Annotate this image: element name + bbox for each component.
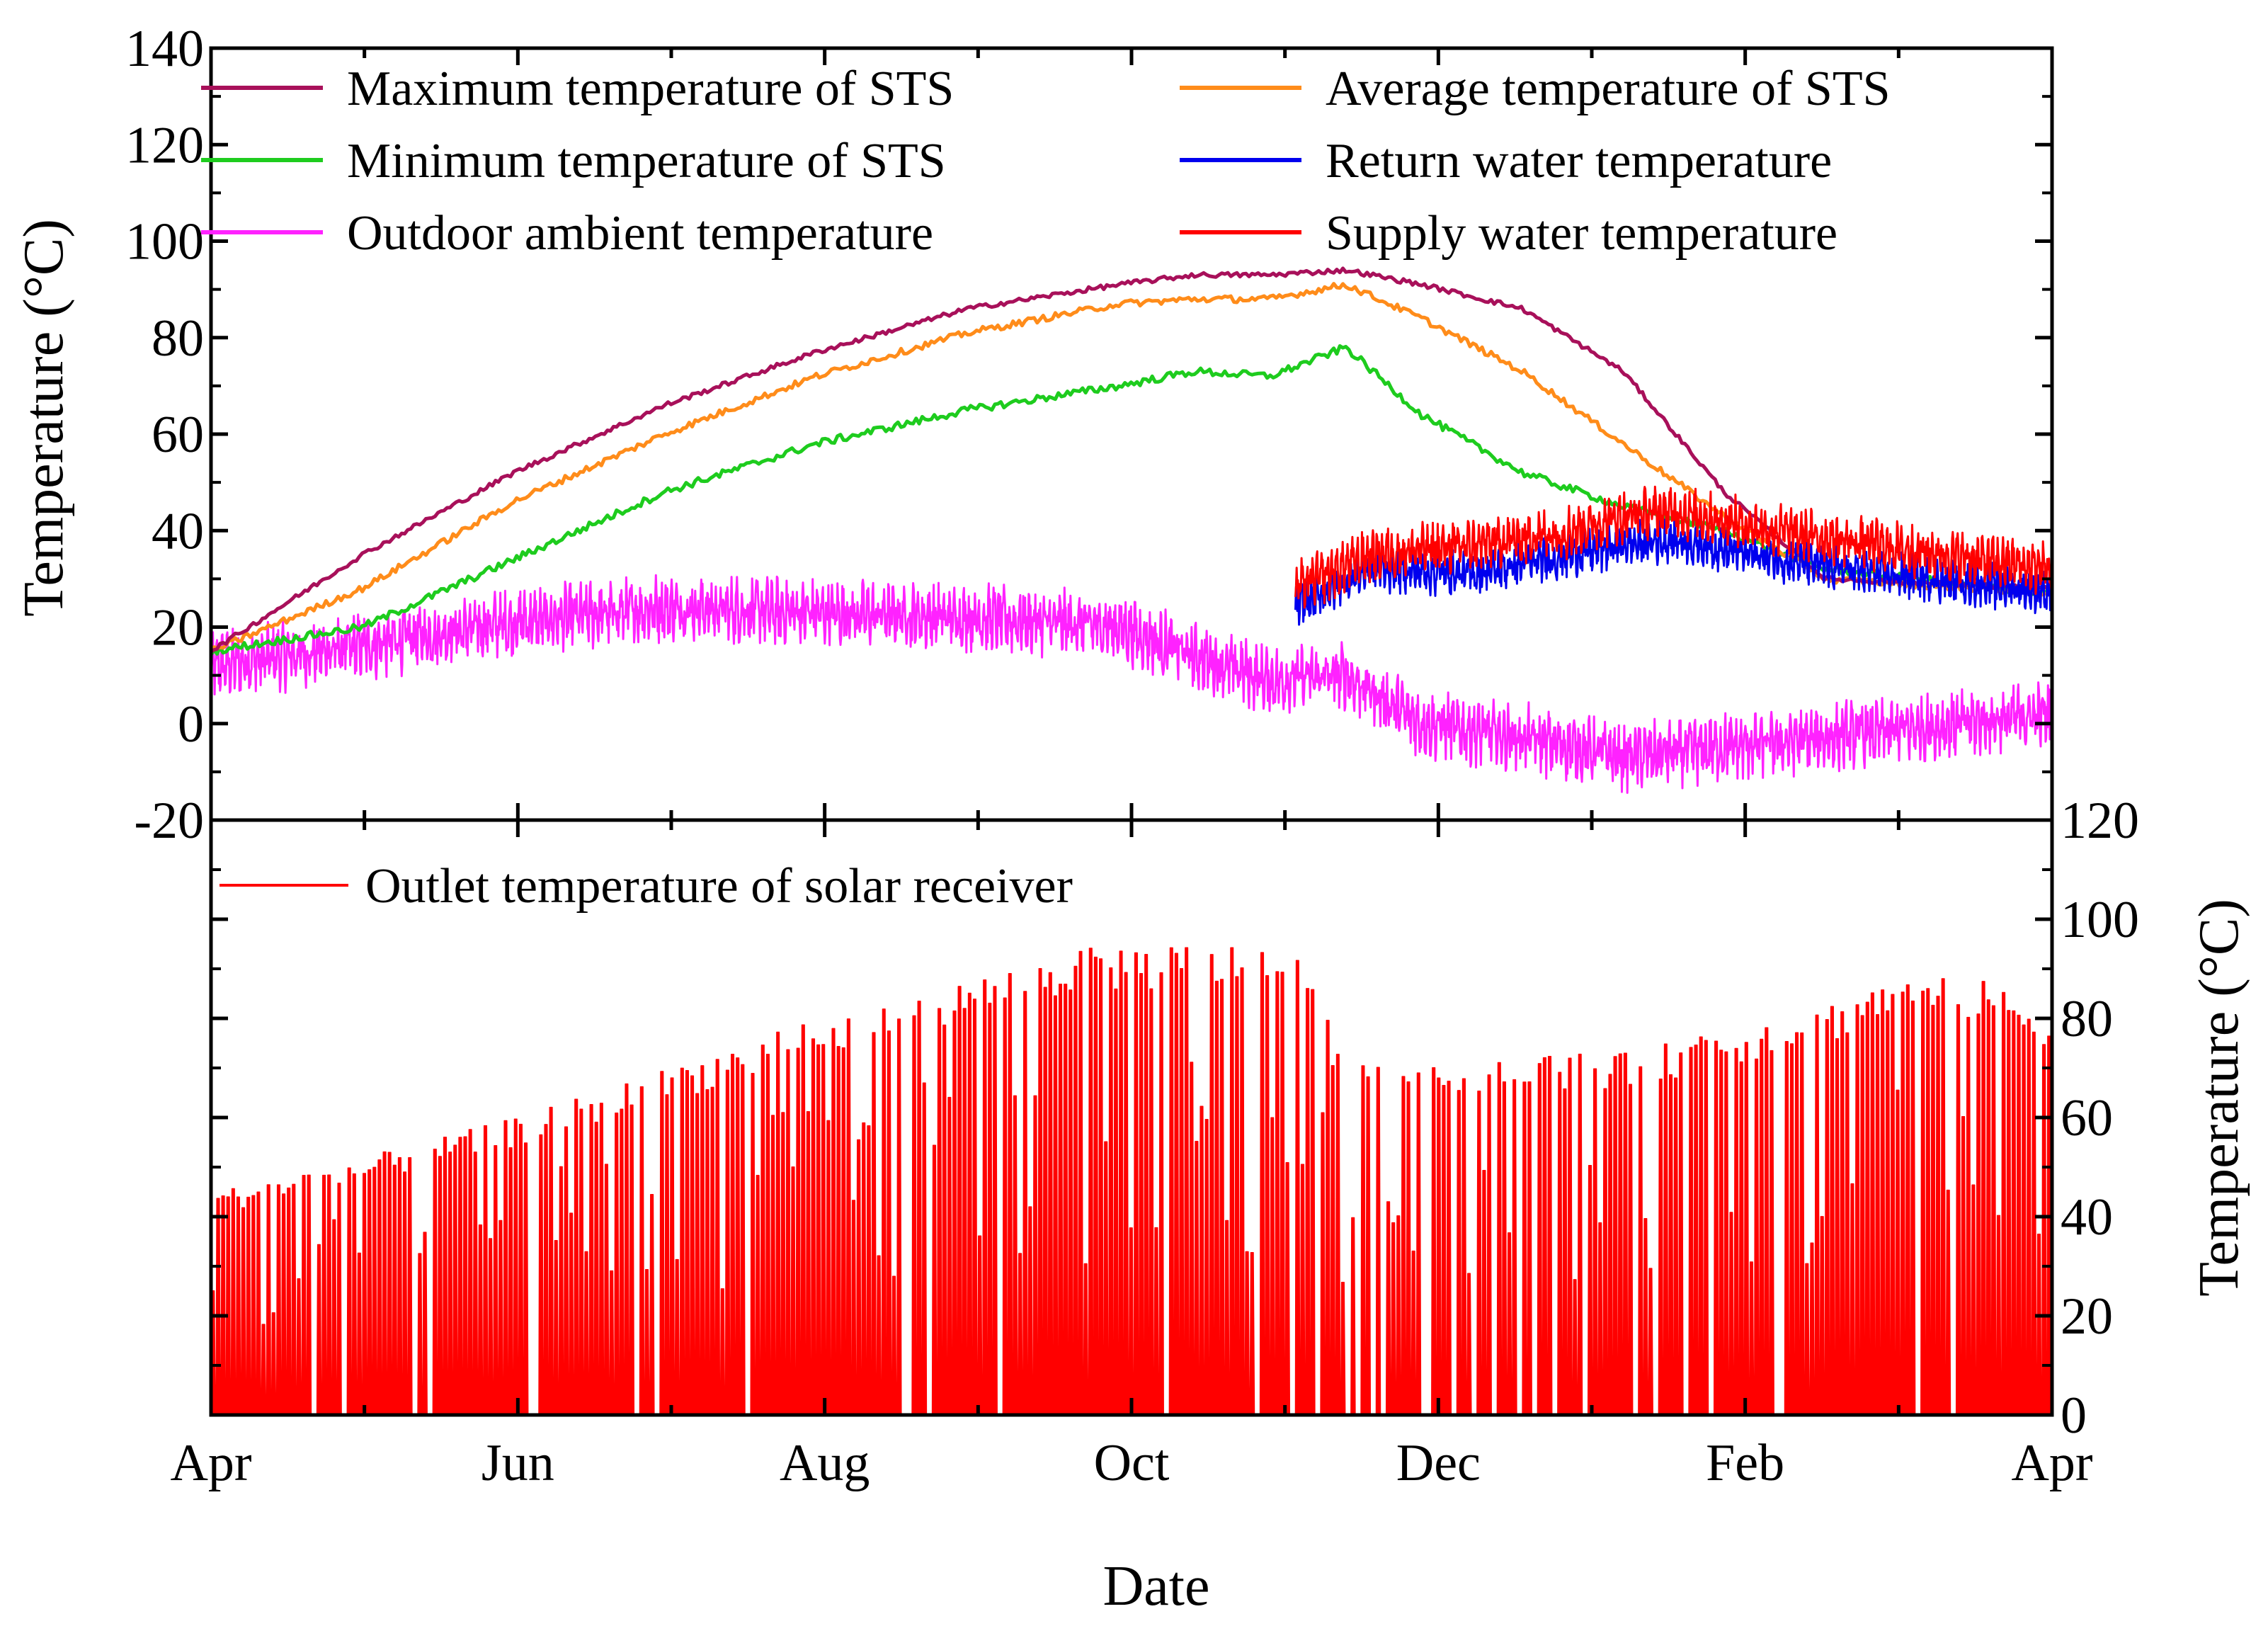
series-line-4 [210,574,2053,794]
lower-y-axis-label: Temperature (°C) [2188,899,2250,1297]
upper-y-tick-label-8: 140 [125,20,204,78]
series-line-0 [210,266,2052,654]
lower-y-tick-label-5: 100 [2061,891,2139,949]
legend-label-0: Maximum temperature of STS [347,62,954,116]
upper-y-tick-label-5: 80 [152,309,204,368]
upper-y-tick-label-4: 60 [152,406,204,464]
upper-y-tick-label-6: 100 [125,213,204,271]
x-axis-label: Date [1102,1555,1209,1618]
x-tick-label-4: Dec [1396,1434,1481,1492]
lower-y-tick-label-2: 40 [2061,1188,2113,1246]
axis-ticks: -20 0 20 40 60 80 100 120 140 0 20 40 60 80 100 120 Apr J… [125,20,2139,1492]
upper-y-tick-label-7: 120 [125,116,204,174]
x-tick-label-5: Feb [1706,1434,1784,1492]
legend-label-solar: Outlet temperature of solar receiver [365,859,1073,914]
legend-label-4: Outdoor ambient temperature [347,206,933,261]
series-line-3 [1294,515,2053,626]
upper-y-tick-label-2: 20 [152,599,204,657]
lower-y-tick-label-6: 120 [2061,792,2139,850]
upper-y-axis-label: Temperature (°C) [13,219,75,617]
solar-outlet-series [210,947,2052,1416]
upper-y-tick-label-0: -20 [134,792,204,850]
legend-label-3: Return water temperature [1326,134,1832,188]
lower-y-tick-label-4: 80 [2061,990,2113,1048]
lower-y-tick-label-1: 20 [2061,1287,2113,1346]
legend-label-2: Minimum temperature of STS [347,134,946,188]
x-tick-label-0: Apr [170,1434,251,1492]
lower-y-tick-label-0: 0 [2061,1387,2087,1445]
series-line-5 [1294,485,2053,609]
x-tick-label-2: Aug [780,1434,870,1492]
x-tick-label-6: Apr [2011,1434,2092,1492]
x-tick-label-3: Oct [1094,1434,1170,1492]
upper-y-tick-label-3: 40 [152,502,204,560]
lower-y-tick-label-3: 60 [2061,1089,2113,1147]
x-tick-label-1: Jun [481,1434,554,1492]
upper-panel-series [209,266,2053,794]
legend-label-5: Supply water temperature [1326,206,1837,261]
series-line-1 [210,282,2053,652]
legend-label-1: Average temperature of STS [1326,62,1891,116]
solar-outlet-spikes [210,947,2052,1416]
upper-y-tick-label-1: 0 [178,695,204,754]
legends: Maximum temperature of STS Average temper… [201,62,1891,914]
